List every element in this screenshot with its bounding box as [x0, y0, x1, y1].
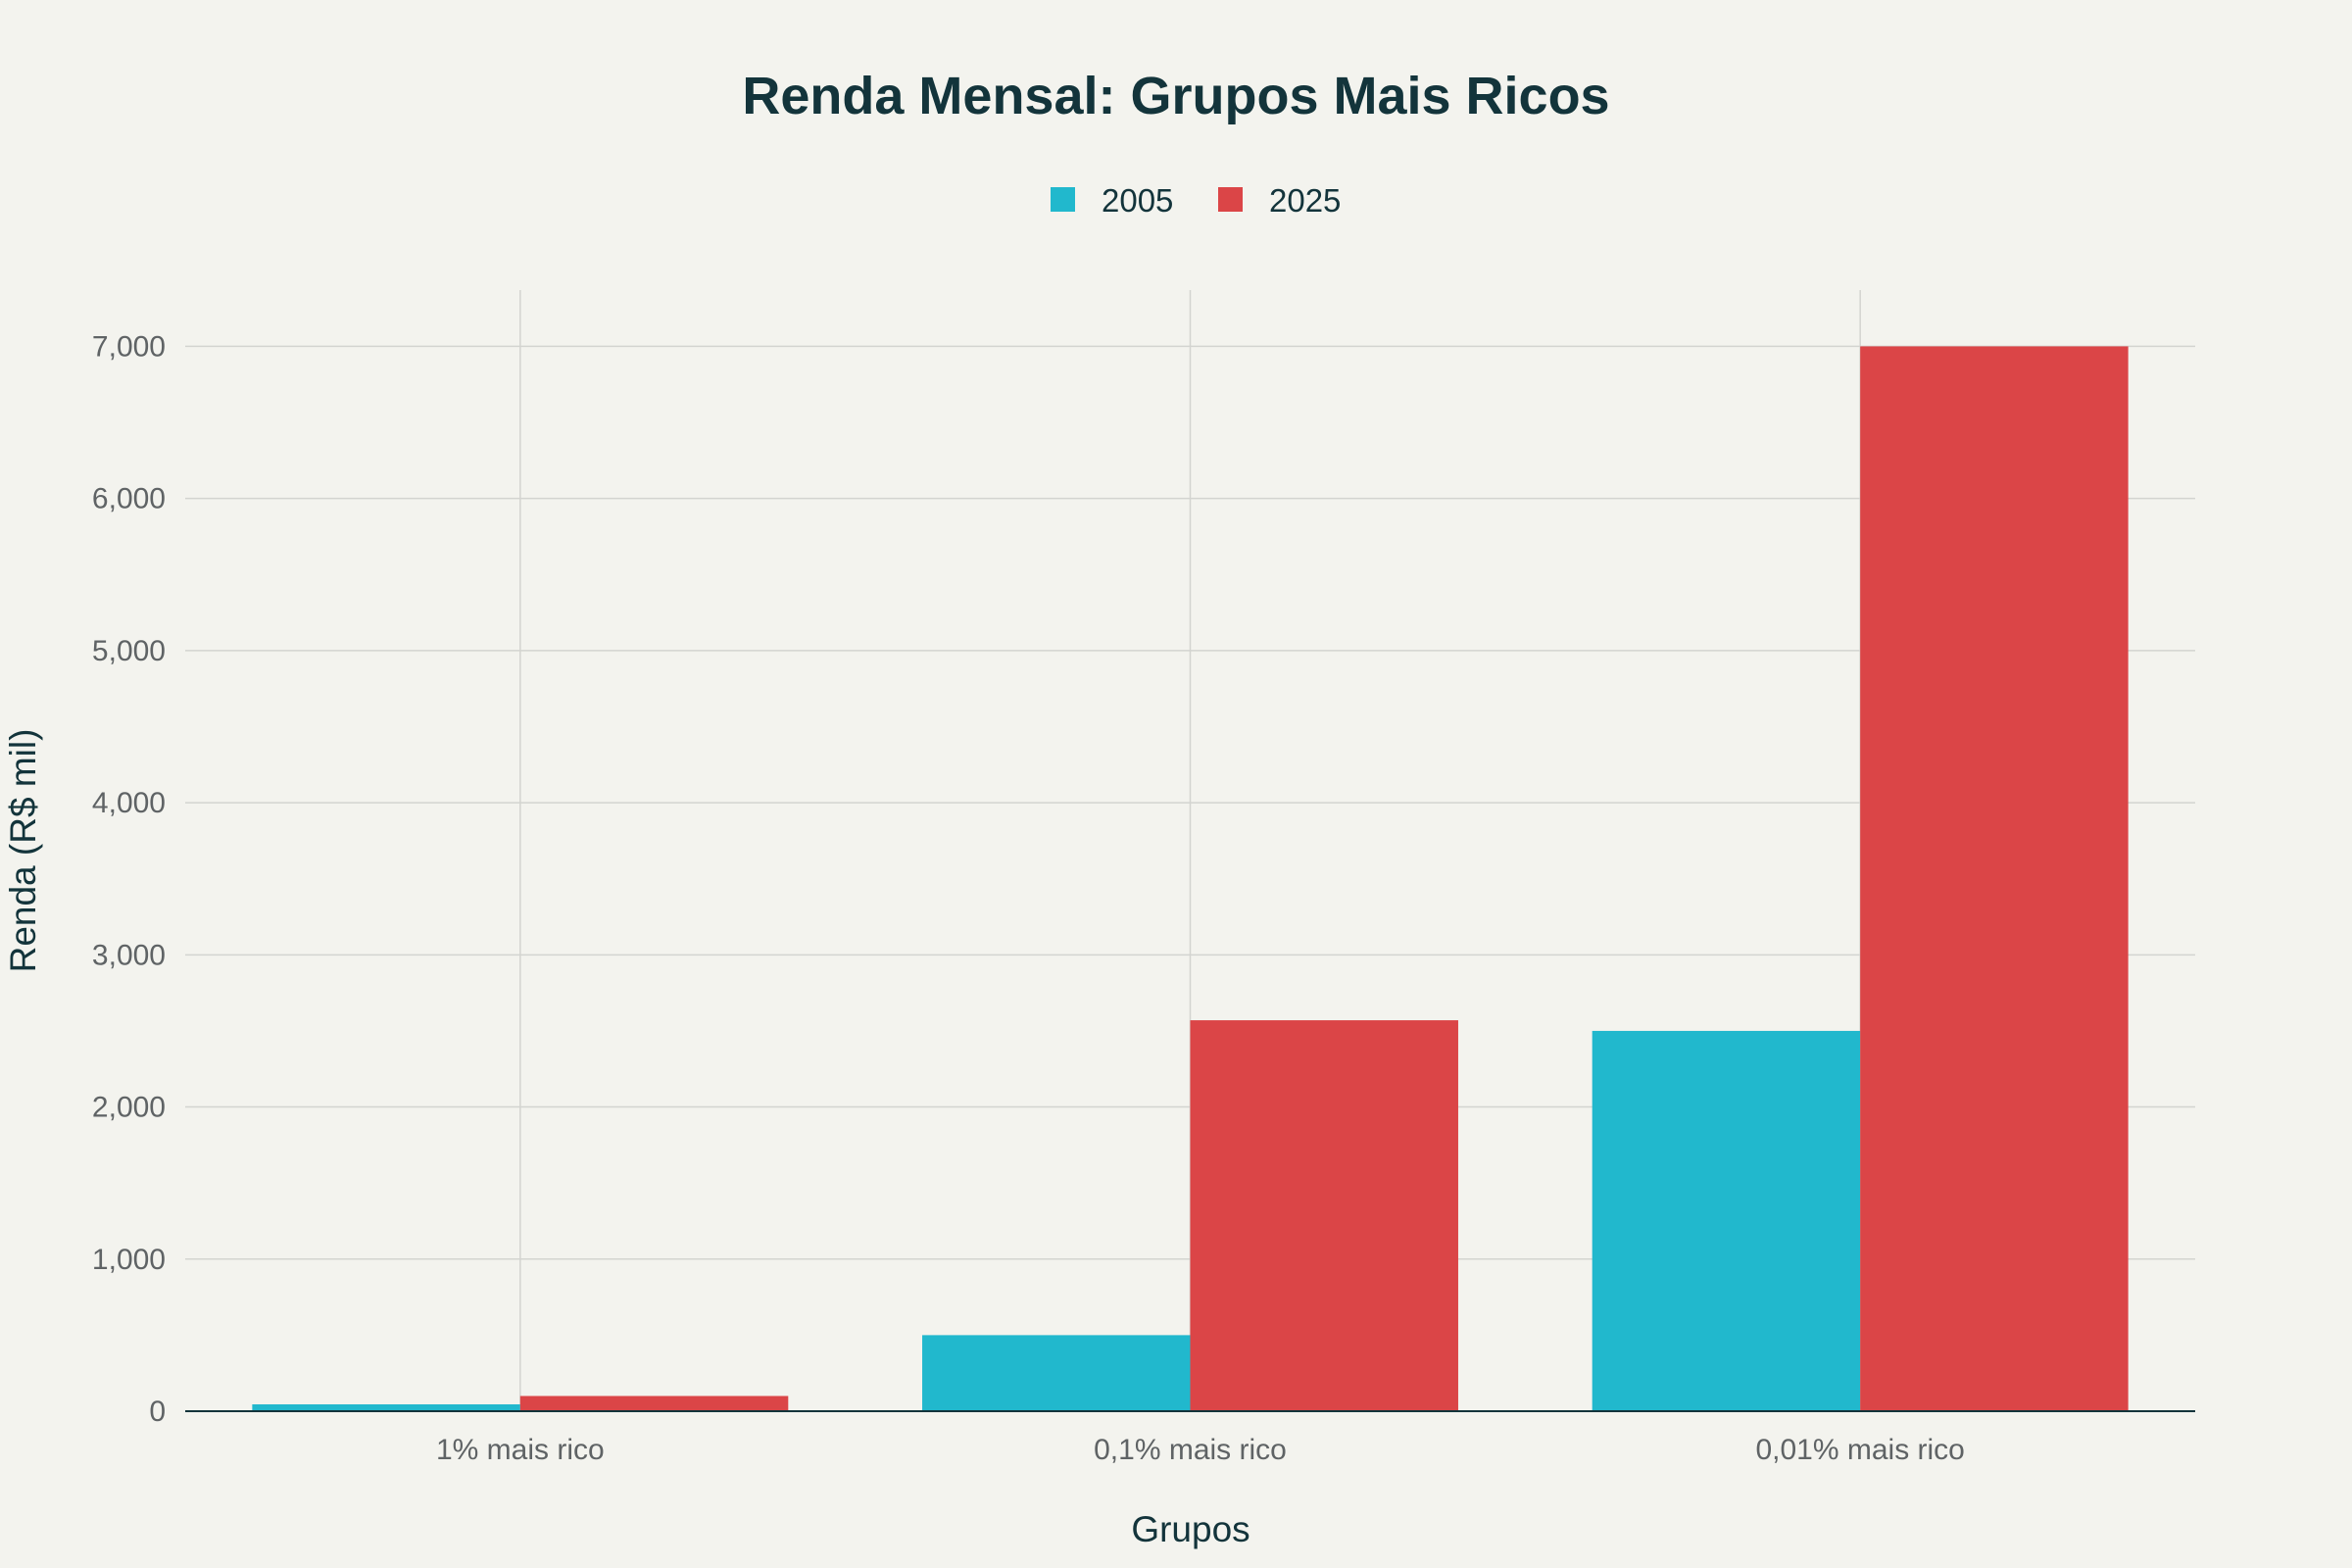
bar-2025-1	[519, 1396, 789, 1411]
y-tick-label: 7,000	[92, 330, 166, 363]
x-axis-title: Grupos	[1131, 1509, 1250, 1549]
legend-label-2025: 2025	[1269, 182, 1341, 219]
legend-label-2005: 2005	[1102, 182, 1173, 219]
y-axis-title: Renda (R$ mil)	[3, 729, 43, 973]
y-tick-label: 5,000	[92, 635, 166, 667]
y-tick-label: 2,000	[92, 1092, 166, 1124]
legend-swatch-2025	[1218, 187, 1243, 212]
bar-2005-3	[1592, 1030, 1861, 1411]
y-tick-label: 6,000	[92, 483, 166, 515]
bar-2025-3	[1860, 346, 2129, 1411]
y-tick-label: 0	[149, 1396, 166, 1428]
bar-2005-2	[922, 1335, 1191, 1411]
legend: 2005 2025	[1051, 182, 1341, 219]
bar-2005-1	[252, 1404, 520, 1411]
chart-title: Renda Mensal: Grupos Mais Ricos	[742, 67, 1609, 125]
y-tick-label: 1,000	[92, 1244, 166, 1276]
plot-area: 0 1,000 2,000 3,000 4,000 5,000 6,000 7,000 1% m…	[92, 290, 2195, 1466]
x-tick-label: 1% mais rico	[436, 1434, 605, 1466]
y-tick-label: 4,000	[92, 787, 166, 819]
y-tick-label: 3,000	[92, 939, 166, 971]
x-tick-label: 0,01% mais rico	[1755, 1434, 1964, 1466]
legend-swatch-2005	[1051, 187, 1075, 212]
bar-2025-2	[1190, 1020, 1458, 1411]
x-tick-label: 0,1% mais rico	[1094, 1434, 1287, 1466]
